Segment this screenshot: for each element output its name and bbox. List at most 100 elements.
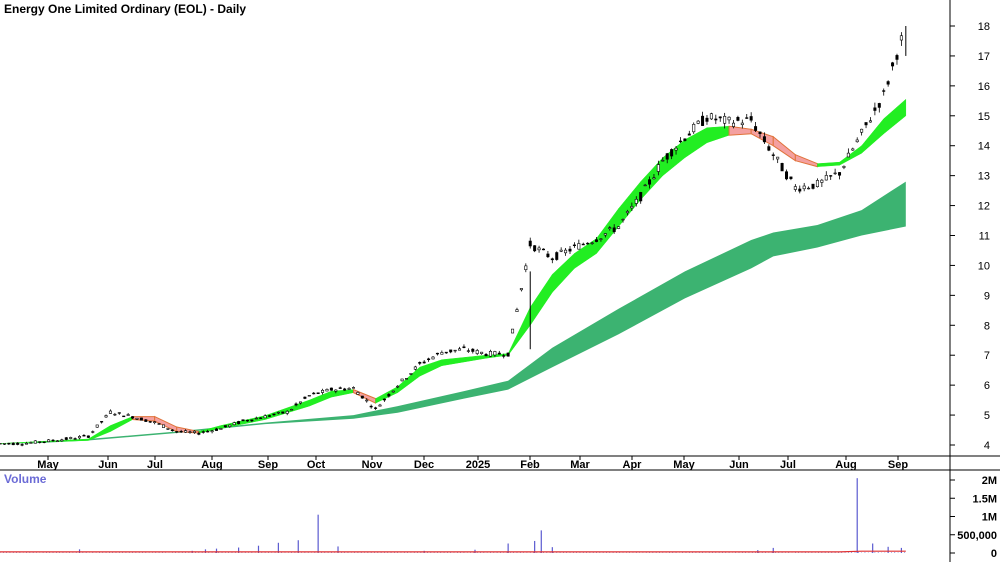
price-bar-body [771,154,775,156]
price-axis-label: 17 [978,51,990,63]
short-term-ribbon-segment [706,125,730,144]
price-bar-body [608,227,612,229]
price-bar-body [73,438,77,440]
price-bar-body [131,416,135,419]
price-bar-body [603,233,607,236]
price-axis-label: 10 [978,260,990,272]
date-axis-label: Jun [98,459,118,471]
price-axis-label: 4 [984,440,990,452]
price-bar-body [829,175,833,177]
price-bar-body [811,183,815,189]
price-bar-body [873,107,877,111]
date-axis-label: Aug [835,459,856,471]
date-axis-label: Apr [623,459,643,471]
price-bar-body [259,417,263,419]
price-bar-body [793,186,797,190]
price-bar-body [365,399,369,402]
price-bar-body [347,388,351,390]
price-bar-body [285,410,289,414]
price-bar-body [170,429,174,432]
price-bar-body [462,346,466,348]
date-axis-label: May [673,459,695,471]
short-term-ribbon-segment [352,388,377,404]
price-bar-body [161,424,165,428]
price-bar-body [175,431,179,433]
price-bar-body [184,430,188,433]
price-bar-body [864,122,868,126]
price-bar-body [290,409,294,411]
price-axis-label: 13 [978,171,990,183]
price-bar-body [391,390,395,393]
price-axis-label: 14 [978,141,990,153]
volume-axis-label: 2M [982,475,997,487]
price-bar-body [100,421,104,423]
price-bar-body [254,417,258,420]
price-bar-body [471,348,475,352]
price-bar-body [696,120,700,124]
price-bar-body [612,227,616,233]
price-bar-body [568,248,572,252]
price-bar-body [263,415,267,419]
price-bar-body [179,431,183,433]
price-bar-body [60,439,64,442]
price-axis-label: 9 [984,290,990,302]
price-bar-body [413,366,417,370]
price-bar-body [2,443,6,445]
price-bar-body [418,362,422,364]
price-bar-body [842,166,846,168]
date-axis-label: Mar [570,459,590,471]
price-bar-body [555,252,559,260]
price-bar-body [396,385,400,388]
price-bar-body [687,133,691,136]
price-bar-body [440,352,444,355]
price-bar-body [868,120,872,123]
price-bar-body [705,117,709,122]
short-term-ribbon-segment [529,273,553,327]
price-axis-label: 6 [984,380,990,392]
price-bar-body [166,428,170,430]
price-bar-body [714,118,718,121]
date-axis-label: Nov [362,459,384,471]
price-bar-body [767,146,771,151]
price-bar-body [232,422,236,426]
price-bar-body [581,243,585,246]
price-bar-body [144,419,148,422]
price-bar-body [104,415,108,418]
price-bar-body [343,388,347,391]
price-bar-body [334,389,338,392]
price-bar-body [197,432,201,435]
price-axis-label: 15 [978,111,990,123]
short-term-ribbon-segment [817,161,840,167]
date-axis-label: Jun [729,459,749,471]
price-bar-body [674,147,678,151]
volume-axis-label: 1.5M [973,493,997,505]
date-axis-label: Jul [147,459,163,471]
price-bar-body [528,240,532,247]
price-bar-body [268,415,272,417]
price-bar-body [338,387,342,389]
price-bar-body [559,249,563,252]
short-term-ribbon-segment [220,415,266,429]
price-bar-body [586,242,590,245]
date-axis-label: May [37,459,59,471]
price-bar-body [754,126,758,131]
price-bar-body [298,401,302,404]
price-bar-body [785,171,789,180]
price-axis-label: 7 [984,350,990,362]
price-bar-body [493,351,497,356]
price-bar-body [709,113,713,120]
price-bar-body [20,444,24,446]
price-bar-body [113,413,117,416]
price-bar-body [0,443,2,445]
price-bar-body [223,425,227,428]
price-bar-body [449,349,453,353]
short-term-ribbon-segment [640,157,664,201]
price-bar-body [701,115,705,126]
volume-axis-label: 500,000 [957,530,997,542]
price-bar-body [272,413,276,416]
short-term-ribbon-segment [441,354,487,366]
price-bar-body [758,131,762,134]
price-bar-body [219,428,223,430]
price-bar-body [405,378,409,380]
price-bar-body [745,117,749,119]
